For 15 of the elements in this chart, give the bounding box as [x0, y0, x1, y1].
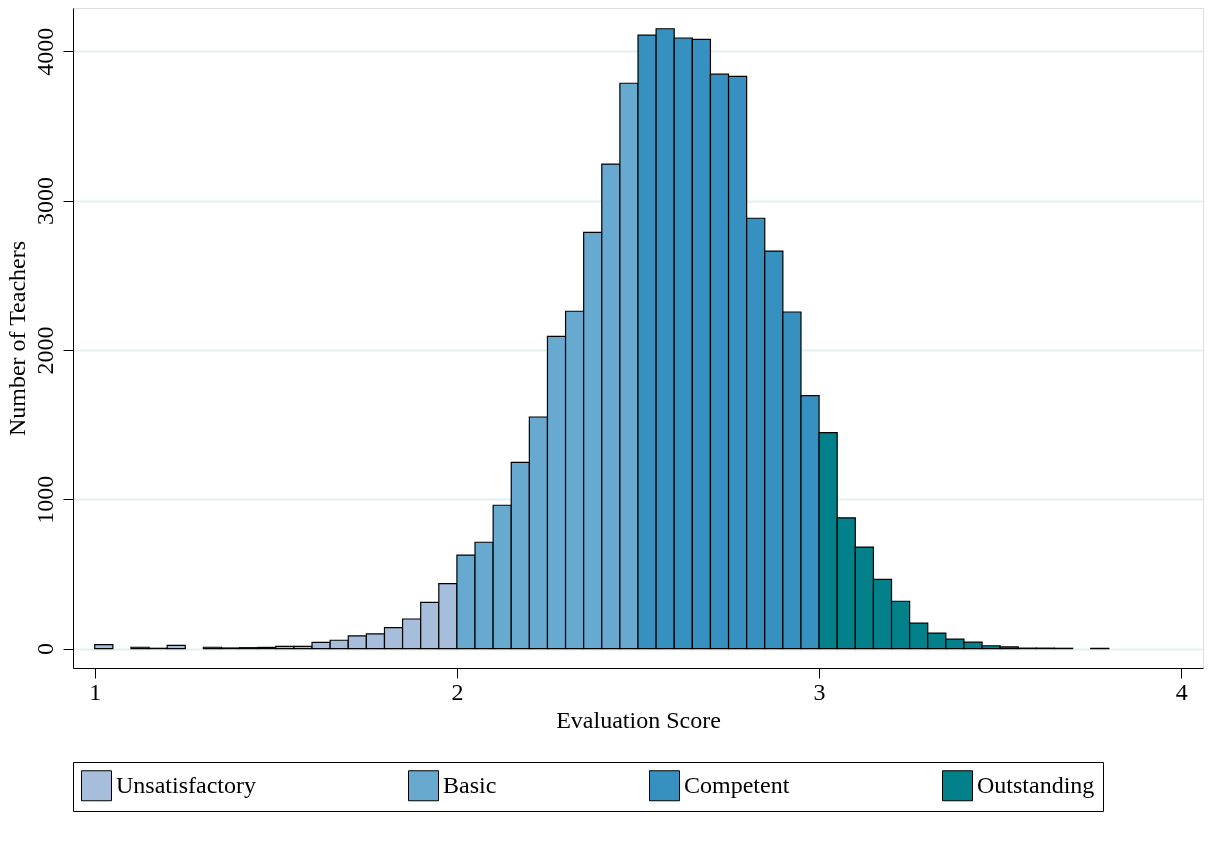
x-tick-label: 3 — [813, 678, 826, 705]
y-tick-label: 4000 — [31, 27, 58, 76]
legend-label: Competent — [684, 771, 790, 798]
legend-label: Unsatisfactory — [116, 771, 256, 798]
x-tick-label: 2 — [451, 678, 464, 705]
legend-label: Outstanding — [977, 771, 1095, 798]
legend-label: Basic — [443, 771, 497, 798]
x-axis-title: Evaluation Score — [556, 706, 721, 733]
x-tick-label: 1 — [89, 678, 102, 705]
y-tick-label: 1000 — [31, 475, 58, 524]
y-tick-label: 2000 — [31, 326, 58, 375]
x-tick-label: 4 — [1175, 678, 1188, 705]
y-tick-label: 3000 — [31, 177, 58, 226]
y-axis-title: Number of Teachers — [3, 240, 30, 437]
y-tick-label: 0 — [31, 643, 58, 656]
